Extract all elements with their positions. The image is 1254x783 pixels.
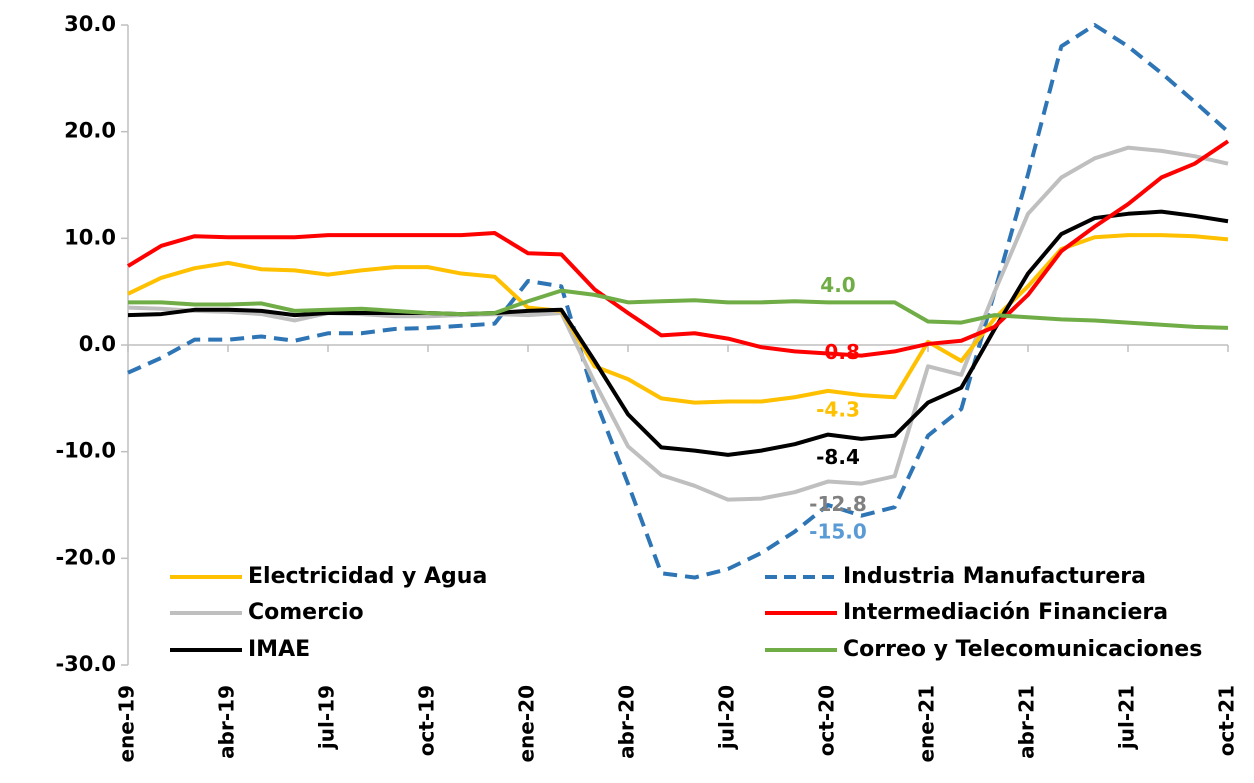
data-label: -4.3: [816, 397, 860, 421]
x-tick-label: ene-20: [515, 685, 539, 763]
x-tick-label: ene-19: [115, 685, 139, 763]
legend-label: Intermediación Financiera: [843, 600, 1168, 625]
series-line: [126, 139, 1230, 358]
x-tick-label: abr-21: [1015, 685, 1039, 759]
x-tick-label: abr-19: [215, 685, 239, 759]
series-line: [127, 233, 1229, 405]
data-label: 4.0: [820, 273, 855, 297]
legend-label: Industria Manufacturera: [843, 564, 1146, 589]
legend-label: IMAE: [248, 637, 310, 662]
x-tick-label: oct-19: [415, 685, 439, 756]
y-tick-label: 10.0: [64, 225, 116, 249]
data-label: -8.4: [816, 445, 860, 469]
x-tick-label: oct-21: [1215, 685, 1239, 756]
legend-label: Correo y Telecomunicaciones: [843, 637, 1202, 662]
legend-label: Electricidad y Agua: [248, 564, 487, 589]
x-tick-label: abr-20: [615, 685, 639, 759]
series-line: [127, 145, 1229, 502]
series-line: [128, 288, 1229, 330]
x-tick-label: ene-21: [915, 685, 939, 763]
data-label: -0.8: [816, 340, 860, 364]
data-label: -15.0: [809, 520, 867, 544]
data-label: -12.8: [809, 492, 867, 516]
y-tick-label: -20.0: [55, 545, 116, 569]
y-tick-label: -10.0: [55, 439, 116, 463]
series-line: [127, 23, 1230, 580]
x-tick-label: jul-21: [1115, 685, 1139, 750]
x-tick-label: jul-20: [715, 685, 739, 750]
legend-label: Comercio: [248, 600, 364, 625]
y-tick-label: 30.0: [64, 12, 116, 36]
y-tick-label: 0.0: [79, 332, 116, 356]
series-line: [127, 209, 1229, 457]
x-tick-label: jul-19: [315, 685, 339, 750]
y-tick-label: 20.0: [64, 119, 116, 143]
x-tick-label: oct-20: [815, 685, 839, 756]
y-tick-label: -30.0: [55, 652, 116, 676]
